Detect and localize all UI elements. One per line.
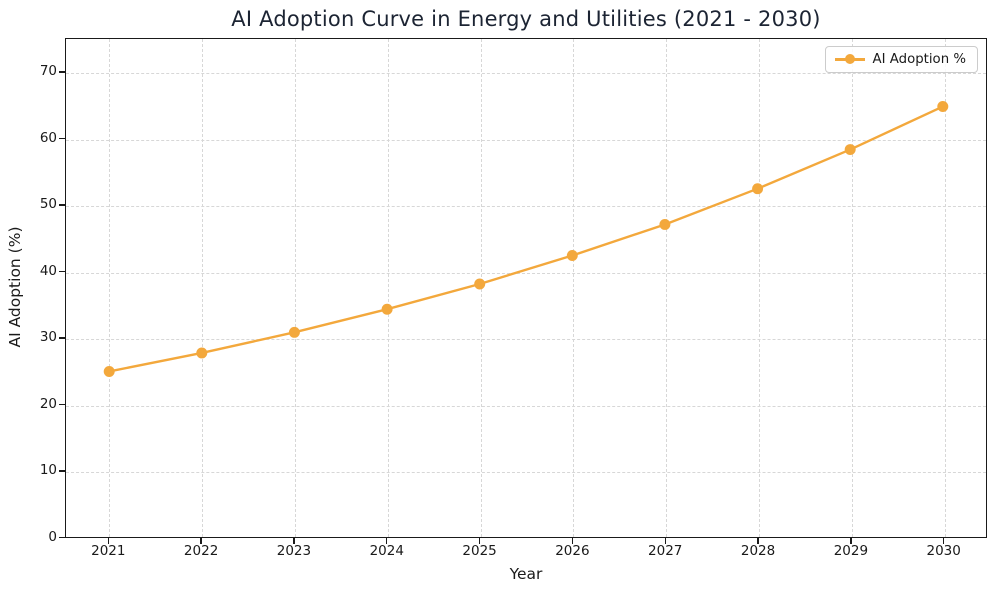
x-tick-mark (850, 538, 852, 544)
gridline-vertical (202, 38, 204, 537)
gridline-vertical (851, 38, 853, 537)
x-tick-label: 2023 (276, 543, 312, 559)
y-tick-mark (59, 71, 65, 73)
x-tick-mark (757, 538, 759, 544)
y-tick-label: 10 (39, 462, 57, 478)
y-tick-mark (59, 270, 65, 273)
x-tick-mark (293, 538, 295, 544)
x-tick-mark (107, 538, 109, 544)
data-point-marker (103, 365, 115, 377)
gridline-vertical (759, 38, 761, 537)
y-tick-mark (59, 204, 65, 206)
x-tick-label: 2026 (555, 543, 590, 559)
data-point-marker (659, 218, 671, 230)
x-tick-mark (943, 538, 945, 544)
x-axis-label: Year (509, 565, 543, 583)
y-tick-mark (59, 137, 65, 140)
gridline-vertical (573, 38, 575, 537)
x-tick-label: 2028 (740, 543, 776, 559)
y-tick-mark (59, 470, 65, 472)
gridline-horizontal (66, 339, 986, 341)
y-tick-mark (59, 337, 65, 339)
gridline-vertical (294, 38, 296, 537)
x-tick-label: 2030 (926, 543, 961, 559)
x-tick-label: 2027 (648, 543, 683, 559)
data-point-marker (196, 346, 208, 358)
y-axis-label: AI Adoption (%) (6, 226, 24, 348)
x-tick-mark (386, 538, 388, 544)
x-tick-mark (200, 538, 202, 544)
chart-title: AI Adoption Curve in Energy and Utilitie… (231, 7, 821, 31)
y-tick-label: 50 (39, 196, 57, 213)
gridline-horizontal (66, 139, 986, 141)
data-point-marker (381, 303, 393, 315)
series-line (108, 104, 944, 373)
legend-label: AI Adoption % (872, 51, 966, 67)
y-tick-label: 70 (39, 63, 57, 80)
data-point-marker (752, 182, 764, 194)
y-tick-mark (59, 536, 65, 539)
x-tick-mark (478, 538, 481, 544)
gridline-horizontal (66, 206, 986, 208)
plot-area: AI Adoption % (65, 37, 987, 538)
gridline-horizontal (66, 472, 986, 473)
gridline-horizontal (66, 73, 986, 75)
x-tick-label: 2029 (833, 543, 869, 559)
y-tick-label: 20 (39, 395, 57, 412)
y-tick-label: 60 (39, 129, 57, 146)
x-tick-label: 2021 (91, 543, 126, 559)
y-tick-label: 0 (48, 528, 57, 545)
data-point-marker (844, 143, 856, 155)
x-tick-label: 2024 (369, 543, 404, 559)
data-point-marker (288, 326, 300, 338)
gridline-vertical (387, 38, 389, 537)
y-tick-mark (59, 403, 65, 406)
gridline-vertical (944, 38, 946, 537)
x-tick-mark (571, 538, 574, 544)
legend: AI Adoption % (824, 45, 978, 73)
y-tick-label: 30 (39, 329, 57, 346)
x-tick-mark (664, 538, 666, 544)
data-point-marker (566, 249, 578, 261)
legend-line-marker-icon (834, 54, 865, 65)
y-tick-label: 40 (39, 262, 57, 279)
gridline-vertical (666, 38, 668, 537)
data-point-marker (937, 100, 949, 112)
gridline-vertical (109, 38, 111, 537)
x-tick-label: 2025 (462, 543, 497, 559)
gridline-horizontal (66, 272, 986, 274)
data-point-marker (474, 278, 486, 289)
gridline-horizontal (66, 405, 986, 407)
line-series-svg (103, 100, 949, 377)
x-tick-label: 2022 (183, 543, 219, 559)
legend-dot-icon (844, 54, 855, 64)
